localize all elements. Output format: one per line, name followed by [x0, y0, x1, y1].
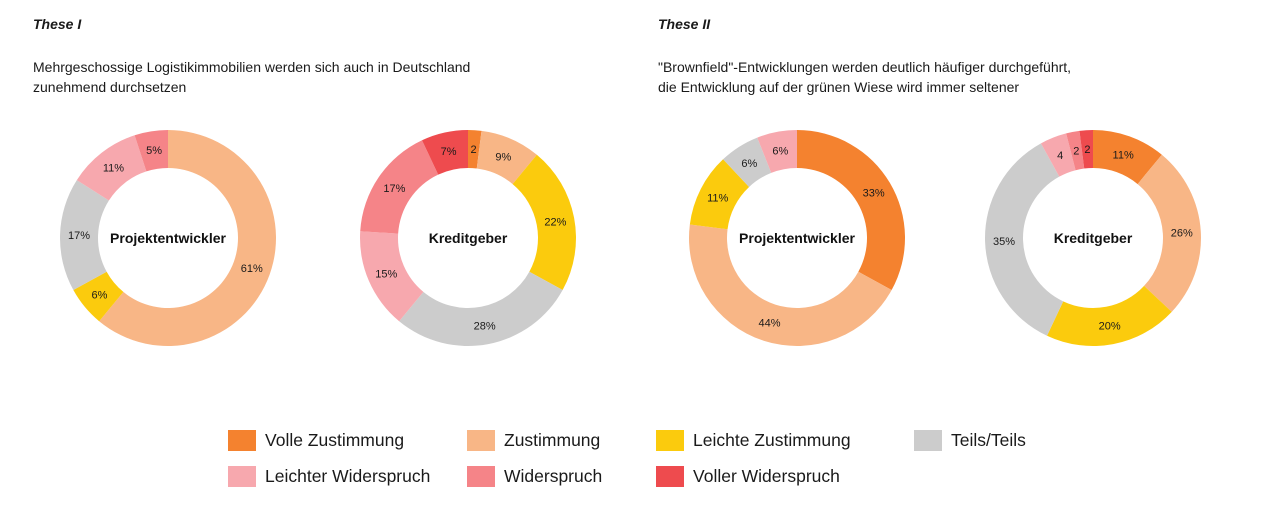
slice-label: 9% — [495, 151, 511, 163]
donut-slice — [1040, 133, 1076, 177]
legend-item-leichter-widerspruch: Leichter Widerspruch — [228, 466, 430, 487]
slice-label: 6% — [741, 158, 757, 170]
legend-item-voller-widerspruch: Voller Widerspruch — [656, 466, 840, 487]
legend-label: Leichter Widerspruch — [265, 466, 431, 486]
slice-label: 11% — [707, 193, 728, 205]
slice-label: 17% — [383, 183, 405, 195]
legend-item-leichte-zustimmung: Leichte Zustimmung — [656, 430, 851, 451]
slice-label: 35% — [993, 236, 1015, 248]
donut-slice — [723, 137, 772, 187]
slice-label: 17% — [68, 230, 90, 242]
donut-slice — [76, 135, 147, 201]
slice-label: 4 — [1057, 150, 1063, 162]
slice-label: 6% — [91, 290, 107, 302]
donut-slice — [689, 224, 892, 346]
slice-label: 2 — [1073, 146, 1079, 158]
donut-slice — [1079, 130, 1093, 169]
slice-label: 6% — [772, 146, 788, 158]
donut-slice — [73, 271, 124, 322]
slice-label: 7% — [441, 146, 457, 158]
slice-label: 44% — [758, 318, 780, 330]
donut-slice — [468, 130, 482, 169]
slice-label: 33% — [863, 188, 885, 200]
donut-slice — [1137, 154, 1201, 312]
slice-label: 20% — [1099, 320, 1121, 332]
donut-slice — [399, 271, 563, 346]
legend-label: Volle Zustimmung — [265, 430, 405, 450]
slice-label: 11% — [1113, 149, 1134, 161]
donut-slice — [985, 143, 1064, 336]
slice-label: 5% — [146, 145, 162, 157]
thesis-2-heading: These II — [658, 16, 711, 32]
slice-label: 11% — [103, 163, 124, 175]
donut-slice — [134, 130, 168, 172]
donut-center-label: Kreditgeber — [429, 230, 508, 246]
legend-label: Leichte Zustimmung — [693, 430, 851, 450]
legend-swatch — [914, 430, 942, 451]
donut-slice — [1047, 285, 1172, 346]
donut-slice — [1093, 130, 1162, 185]
legend-label: Widerspruch — [504, 466, 603, 486]
slice-label: 22% — [544, 216, 566, 228]
legend-swatch — [656, 430, 684, 451]
legend-swatch — [228, 430, 256, 451]
thesis-2-statement: "Brownfield"-Entwicklungen werden deutli… — [658, 59, 1072, 95]
donut-charts: 61% 6% 17% 11% 5% Projektentwickler 2 9% 22% 28% 1… — [60, 130, 1201, 346]
legend-item-zustimmung: Zustimmung — [467, 430, 600, 451]
legend-label: Voller Widerspruch — [693, 466, 840, 486]
legend-swatch — [467, 430, 495, 451]
slice-label: 2 — [1084, 144, 1090, 156]
donut-center-label: Kreditgeber — [1054, 230, 1133, 246]
donut-slice — [757, 130, 797, 173]
legend-swatch — [467, 466, 495, 487]
legend-item-widerspruch: Widerspruch — [467, 466, 602, 487]
legend-item-teils-teils: Teils/Teils — [914, 430, 1026, 451]
donut-slice — [359, 231, 424, 322]
donut-slice — [797, 130, 905, 291]
donut-slice — [512, 154, 576, 291]
legend-label: Teils/Teils — [951, 430, 1026, 450]
slice-label: 15% — [375, 268, 397, 280]
thesis-1-statement: Mehrgeschossige Logistikimmobilien werde… — [33, 59, 471, 95]
legend-item-volle-zustimmung: Volle Zustimmung — [228, 430, 404, 451]
donut-slice — [99, 130, 276, 346]
legend-swatch — [228, 466, 256, 487]
legend-swatch — [656, 466, 684, 487]
thesis-1-heading: These I — [33, 16, 82, 32]
donut-center-label: Projektentwickler — [739, 230, 855, 246]
donut-slice — [360, 140, 439, 234]
slice-label: 61% — [241, 263, 263, 275]
donut-slice — [689, 159, 750, 230]
slice-label: 28% — [474, 320, 496, 332]
donut-chart-2: 2 9% 22% 28% 15% 17% 7% Kreditgeber — [359, 130, 576, 346]
donut-slice — [422, 130, 468, 175]
donut-slice — [60, 180, 109, 291]
donut-center-label: Projektentwickler — [110, 230, 226, 246]
donut-slice — [1066, 130, 1085, 171]
legend-label: Zustimmung — [504, 430, 601, 450]
slice-label: 26% — [1171, 227, 1193, 239]
donut-slice — [476, 130, 537, 185]
donut-chart-3: 33% 44% 11% 6% 6% Projektentwickler — [689, 130, 905, 346]
slice-label: 2 — [471, 144, 477, 156]
donut-chart-1: 61% 6% 17% 11% 5% Projektentwickler — [60, 130, 276, 346]
